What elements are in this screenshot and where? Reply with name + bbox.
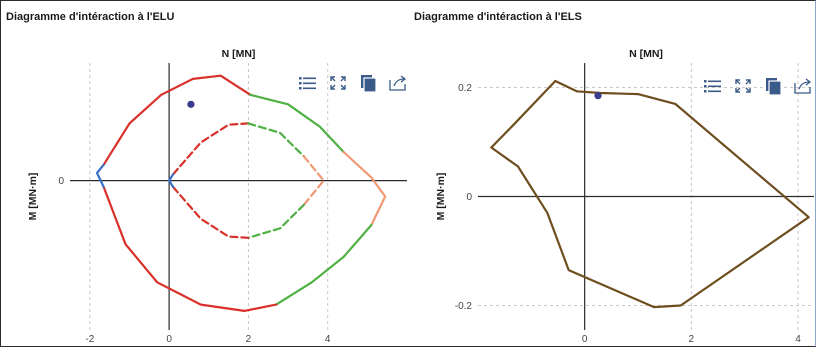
y-axis-title: M [MN·m] — [27, 173, 39, 221]
x-tick-label: 0 — [582, 334, 588, 345]
y-tick-label: -0.2 — [455, 301, 473, 312]
x-tick-label: 4 — [325, 334, 331, 345]
series-line-outer-lower-right — [275, 224, 373, 306]
els-interaction-chart: 0 2 4 0.2 0 -0.2 N [MN] M [MN·m] — [435, 48, 814, 345]
series-line-inner-lower-right — [247, 203, 305, 239]
series-line-inner-tip — [168, 173, 175, 189]
series-line-outer-upper-right — [249, 93, 345, 154]
series-line-outer-upper — [102, 74, 252, 166]
series-line-outer-tip — [95, 163, 105, 189]
export-icon[interactable] — [387, 74, 409, 92]
list-icon[interactable] — [297, 74, 319, 92]
x-axis-title: N [MN] — [629, 48, 663, 60]
els-panel-title: Diagramme d'intéraction à l'ELS — [414, 11, 582, 23]
elu-chart-toolbar — [297, 74, 409, 93]
series-line-outer-lower — [102, 185, 278, 312]
elu-panel: Diagramme d'intéraction à l'ELU -2 0 2 4 0 N … — [6, 11, 409, 345]
series-line-inner-lower — [172, 185, 250, 239]
y-tick-label: 0 — [58, 176, 64, 187]
series-line-inner-right — [302, 155, 325, 206]
list-icon[interactable] — [702, 77, 724, 95]
data-point — [187, 100, 195, 108]
x-tick-label: 2 — [246, 334, 252, 345]
series-line-envelope — [490, 79, 810, 309]
els-panel: Diagramme d'intéraction à l'ELS 0 2 4 0.2 0 -… — [408, 0, 816, 347]
x-tick-label: 2 — [689, 334, 695, 345]
y-tick-label: 0 — [466, 192, 472, 203]
x-tick-label: -2 — [85, 334, 94, 345]
x-tick-label: 0 — [166, 334, 172, 345]
elu-interaction-chart: -2 0 2 4 0 N [MN] M [MN·m] — [27, 48, 407, 345]
fit-to-screen-icon[interactable] — [732, 77, 754, 95]
y-axis-title: M [MN·m] — [435, 173, 447, 221]
els-chart-toolbar — [702, 77, 814, 96]
copy-icon[interactable] — [357, 74, 379, 93]
x-tick-label: 4 — [795, 334, 801, 345]
elu-panel-title: Diagramme d'intéraction à l'ELU — [6, 11, 175, 23]
fit-to-screen-icon[interactable] — [327, 74, 349, 92]
copy-icon[interactable] — [762, 77, 784, 96]
export-icon[interactable] — [792, 77, 814, 95]
data-point — [594, 92, 602, 100]
series-line-inner-upper-right — [247, 122, 305, 158]
series-line-inner-upper — [172, 122, 250, 176]
y-tick-label: 0.2 — [458, 83, 472, 94]
x-axis-title: N [MN] — [222, 48, 256, 60]
series-line-outer-right — [342, 150, 387, 227]
